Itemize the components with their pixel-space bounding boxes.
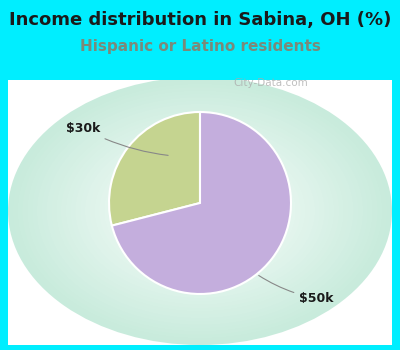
Ellipse shape xyxy=(128,161,272,261)
Ellipse shape xyxy=(142,171,258,251)
Text: Hispanic or Latino residents: Hispanic or Latino residents xyxy=(80,40,320,55)
Ellipse shape xyxy=(133,164,267,258)
Ellipse shape xyxy=(176,194,224,228)
Text: City-Data.com: City-Data.com xyxy=(234,78,308,88)
Ellipse shape xyxy=(166,188,234,235)
Ellipse shape xyxy=(195,208,205,214)
Ellipse shape xyxy=(18,84,382,338)
Ellipse shape xyxy=(70,120,330,301)
Bar xyxy=(0,345,400,350)
Ellipse shape xyxy=(118,154,282,268)
Bar xyxy=(0,0,400,80)
Ellipse shape xyxy=(147,174,253,248)
Ellipse shape xyxy=(75,124,325,298)
Ellipse shape xyxy=(13,80,387,342)
Text: Income distribution in Sabina, OH (%): Income distribution in Sabina, OH (%) xyxy=(9,11,391,29)
Ellipse shape xyxy=(157,181,243,241)
Ellipse shape xyxy=(42,100,358,322)
Ellipse shape xyxy=(37,97,363,325)
Ellipse shape xyxy=(51,107,349,315)
Ellipse shape xyxy=(171,191,229,231)
Text: $30k: $30k xyxy=(66,122,168,155)
Wedge shape xyxy=(109,112,200,226)
Ellipse shape xyxy=(104,144,296,278)
Bar xyxy=(0,80,8,350)
Wedge shape xyxy=(112,112,291,294)
Ellipse shape xyxy=(22,87,378,335)
Ellipse shape xyxy=(181,198,219,224)
Ellipse shape xyxy=(99,141,301,281)
Ellipse shape xyxy=(123,158,277,265)
Ellipse shape xyxy=(56,111,344,312)
Ellipse shape xyxy=(186,201,214,221)
Ellipse shape xyxy=(66,117,334,305)
Ellipse shape xyxy=(109,147,291,275)
Ellipse shape xyxy=(32,94,368,328)
Ellipse shape xyxy=(8,77,392,345)
Ellipse shape xyxy=(90,134,310,288)
Text: $50k: $50k xyxy=(259,275,334,305)
Bar xyxy=(8,77,392,345)
Ellipse shape xyxy=(162,184,238,238)
Ellipse shape xyxy=(61,114,339,308)
Ellipse shape xyxy=(46,104,354,318)
Ellipse shape xyxy=(138,167,262,254)
Ellipse shape xyxy=(114,151,286,271)
Ellipse shape xyxy=(152,177,248,245)
Bar xyxy=(392,80,400,350)
Ellipse shape xyxy=(85,131,315,292)
Ellipse shape xyxy=(94,137,306,285)
Ellipse shape xyxy=(27,90,373,331)
Ellipse shape xyxy=(80,127,320,295)
Ellipse shape xyxy=(190,204,210,218)
